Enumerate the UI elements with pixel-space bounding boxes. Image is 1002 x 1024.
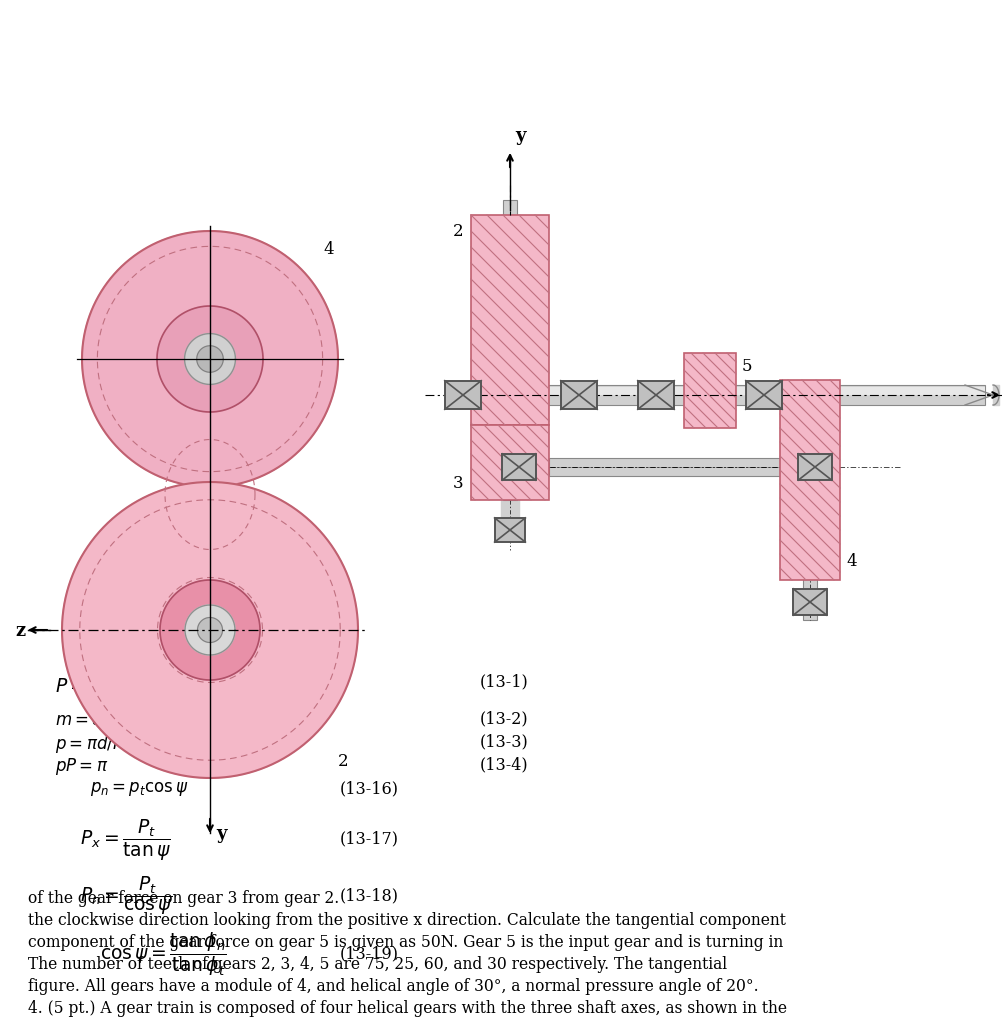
Text: the clockwise direction looking from the positive x direction. Calculate the tan: the clockwise direction looking from the…: [28, 912, 786, 929]
Bar: [444, 381, 481, 410]
Polygon shape: [160, 580, 260, 680]
Text: (13-16): (13-16): [340, 780, 399, 797]
Text: $m = d\,/\,N$: $m = d\,/\,N$: [55, 710, 127, 729]
Text: 4. (5 pt.) A gear train is composed of four helical gears with the three shaft a: 4. (5 pt.) A gear train is composed of f…: [28, 1000, 787, 1017]
Text: $p_n = p_t\cos\psi$: $p_n = p_t\cos\psi$: [90, 780, 188, 798]
Bar: [637, 381, 673, 410]
Bar: [745, 381, 782, 410]
Text: 5: 5: [741, 358, 752, 375]
Text: $P = \dfrac{N}{d}$: $P = \dfrac{N}{d}$: [55, 668, 105, 707]
Text: (13-3): (13-3): [480, 733, 528, 750]
Text: (13-4): (13-4): [480, 756, 528, 773]
Bar: [793, 589, 826, 615]
Text: 2: 2: [453, 223, 463, 240]
Bar: [471, 215, 548, 425]
Text: figure. All gears have a module of 4, and helical angle of 30°, a normal pressur: figure. All gears have a module of 4, an…: [28, 978, 758, 995]
Bar: [780, 380, 839, 580]
Bar: [502, 454, 535, 480]
Text: y: y: [215, 825, 226, 843]
Bar: [548, 458, 820, 476]
Text: (13-17): (13-17): [340, 830, 399, 847]
Text: The number of teeth of gears 2, 3, 4, 5 are 75, 25, 60, and 30 respectively. The: The number of teeth of gears 2, 3, 4, 5 …: [28, 956, 726, 973]
Text: $P_n = \dfrac{P_t}{\cos\psi}$: $P_n = \dfrac{P_t}{\cos\psi}$: [80, 874, 172, 918]
Polygon shape: [82, 231, 338, 487]
Text: 3: 3: [453, 475, 463, 492]
Text: y: y: [514, 127, 525, 145]
Bar: [683, 353, 735, 428]
Polygon shape: [184, 334, 235, 384]
Polygon shape: [157, 306, 263, 412]
Text: (13-2): (13-2): [480, 710, 528, 727]
Text: (13-1): (13-1): [480, 673, 528, 690]
Text: component of the gear force on gear 5 is given as 50N. Gear 5 is the input gear : component of the gear force on gear 5 is…: [28, 934, 783, 951]
Text: $pP = \pi$: $pP = \pi$: [55, 756, 108, 777]
Text: $\cos\psi = \dfrac{\tan\phi_n}{\tan\phi_t}$: $\cos\psi = \dfrac{\tan\phi_n}{\tan\phi_…: [100, 930, 226, 978]
Polygon shape: [196, 346, 223, 373]
Text: 3: 3: [225, 369, 236, 386]
Text: 5: 5: [223, 612, 234, 629]
Text: $p = \pi d/N = \pi m$: $p = \pi d/N = \pi m$: [55, 733, 172, 755]
Text: 4: 4: [845, 553, 856, 570]
Text: (13-19): (13-19): [340, 945, 399, 962]
Text: z: z: [15, 622, 25, 640]
Bar: [502, 200, 516, 500]
Text: 4: 4: [323, 241, 334, 258]
Polygon shape: [197, 617, 222, 642]
Bar: [798, 454, 831, 480]
Polygon shape: [62, 482, 358, 778]
Bar: [445, 385, 984, 406]
Bar: [471, 425, 548, 500]
Text: of the gear force on gear 3 from gear 2.: of the gear force on gear 3 from gear 2.: [28, 890, 339, 907]
Text: 2: 2: [338, 753, 349, 770]
Bar: [494, 518, 525, 542]
Polygon shape: [184, 605, 234, 655]
Text: $P_x = \dfrac{P_t}{\tan\psi}$: $P_x = \dfrac{P_t}{\tan\psi}$: [80, 818, 171, 863]
Text: (13-18): (13-18): [340, 887, 399, 904]
Bar: [560, 381, 596, 410]
Bar: [803, 380, 817, 620]
